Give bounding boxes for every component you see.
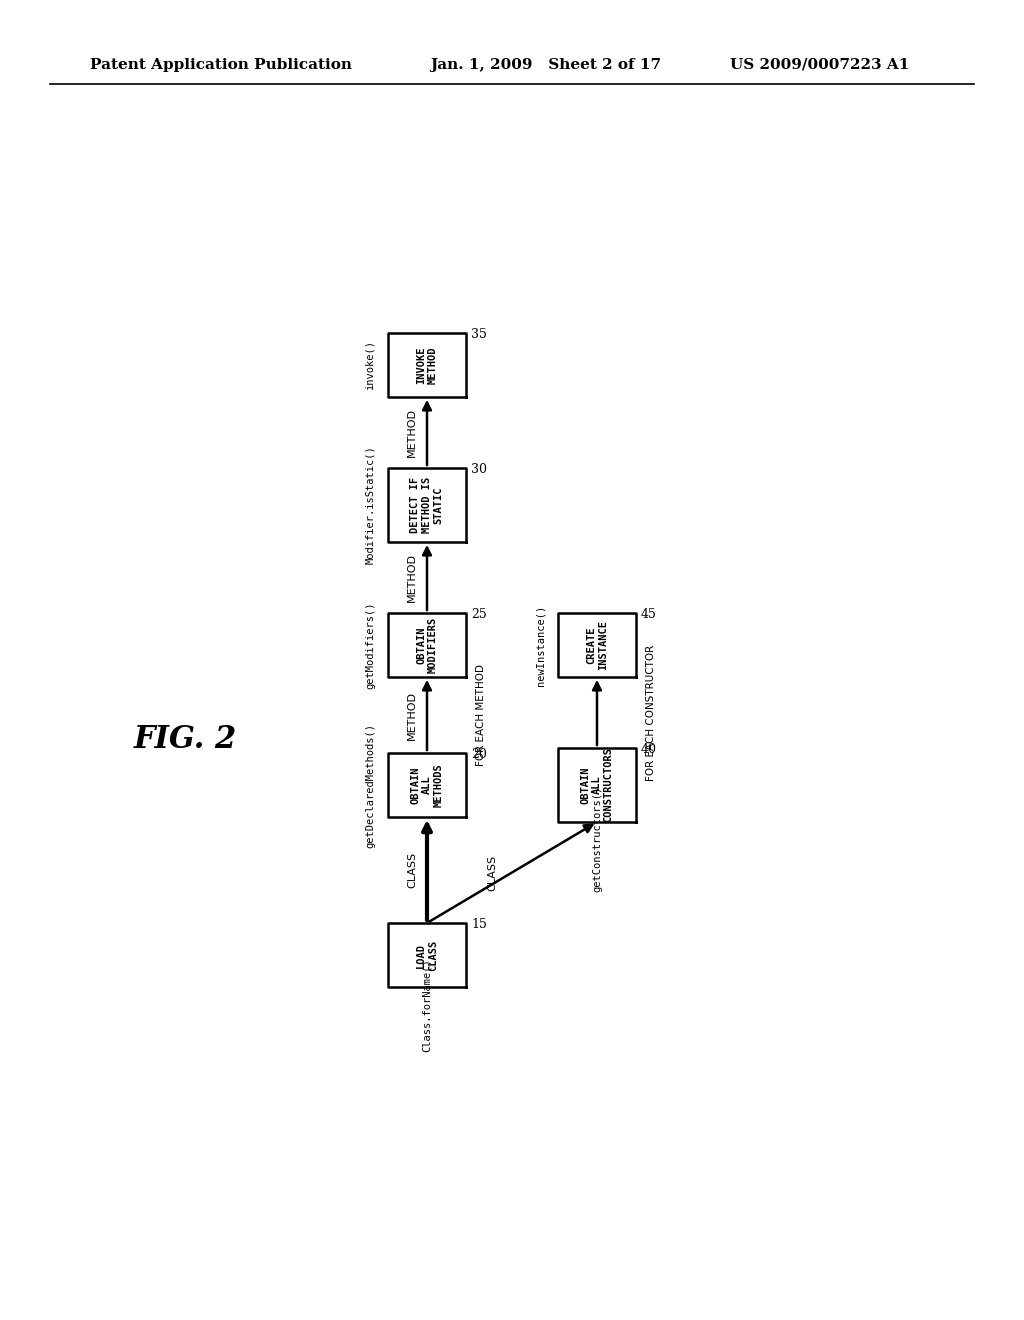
Text: Modifier.isStatic(): Modifier.isStatic()	[365, 446, 375, 565]
Polygon shape	[388, 612, 466, 677]
Text: Class.forName(): Class.forName()	[422, 958, 432, 1052]
Text: METHOD: METHOD	[407, 408, 417, 457]
Text: FOR EACH METHOD: FOR EACH METHOD	[476, 664, 486, 766]
Polygon shape	[388, 923, 466, 987]
Polygon shape	[558, 612, 636, 677]
Text: Jan. 1, 2009   Sheet 2 of 17: Jan. 1, 2009 Sheet 2 of 17	[430, 58, 662, 73]
Text: OBTAIN
ALL
CONSTRUCTORS: OBTAIN ALL CONSTRUCTORS	[581, 747, 613, 822]
Text: CLASS: CLASS	[487, 854, 497, 891]
Text: METHOD: METHOD	[407, 690, 417, 739]
Polygon shape	[388, 469, 466, 543]
Text: US 2009/0007223 A1: US 2009/0007223 A1	[730, 58, 909, 73]
Text: CLASS: CLASS	[407, 851, 417, 888]
Text: OBTAIN
MODIFIERS: OBTAIN MODIFIERS	[416, 616, 438, 673]
Text: 40: 40	[641, 743, 657, 756]
Text: getConstructors(): getConstructors()	[592, 785, 602, 892]
Text: CREATE
INSTANCE: CREATE INSTANCE	[586, 620, 608, 671]
Text: getDeclaredMethods(): getDeclaredMethods()	[365, 722, 375, 847]
Text: 25: 25	[471, 609, 486, 620]
Text: 30: 30	[471, 463, 487, 477]
Text: METHOD: METHOD	[407, 553, 417, 602]
Text: getModifiers(): getModifiers()	[365, 601, 375, 689]
Polygon shape	[558, 748, 636, 822]
Text: 45: 45	[641, 609, 656, 620]
Text: 15: 15	[471, 917, 486, 931]
Polygon shape	[388, 333, 466, 397]
Text: INVOKE
METHOD: INVOKE METHOD	[416, 346, 438, 384]
Text: DETECT IF
METHOD IS
STATIC: DETECT IF METHOD IS STATIC	[411, 477, 443, 533]
Text: newInstance(): newInstance()	[535, 605, 545, 685]
Text: FIG. 2: FIG. 2	[133, 725, 237, 755]
Text: Patent Application Publication: Patent Application Publication	[90, 58, 352, 73]
Text: invoke(): invoke()	[365, 341, 375, 389]
Text: LOAD
CLASS: LOAD CLASS	[416, 940, 438, 970]
Text: OBTAIN
ALL
METHODS: OBTAIN ALL METHODS	[411, 763, 443, 807]
Text: 35: 35	[471, 327, 486, 341]
Text: 20: 20	[471, 748, 486, 762]
Text: FOR EACH CONSTRUCTOR: FOR EACH CONSTRUCTOR	[646, 644, 656, 780]
Polygon shape	[388, 752, 466, 817]
